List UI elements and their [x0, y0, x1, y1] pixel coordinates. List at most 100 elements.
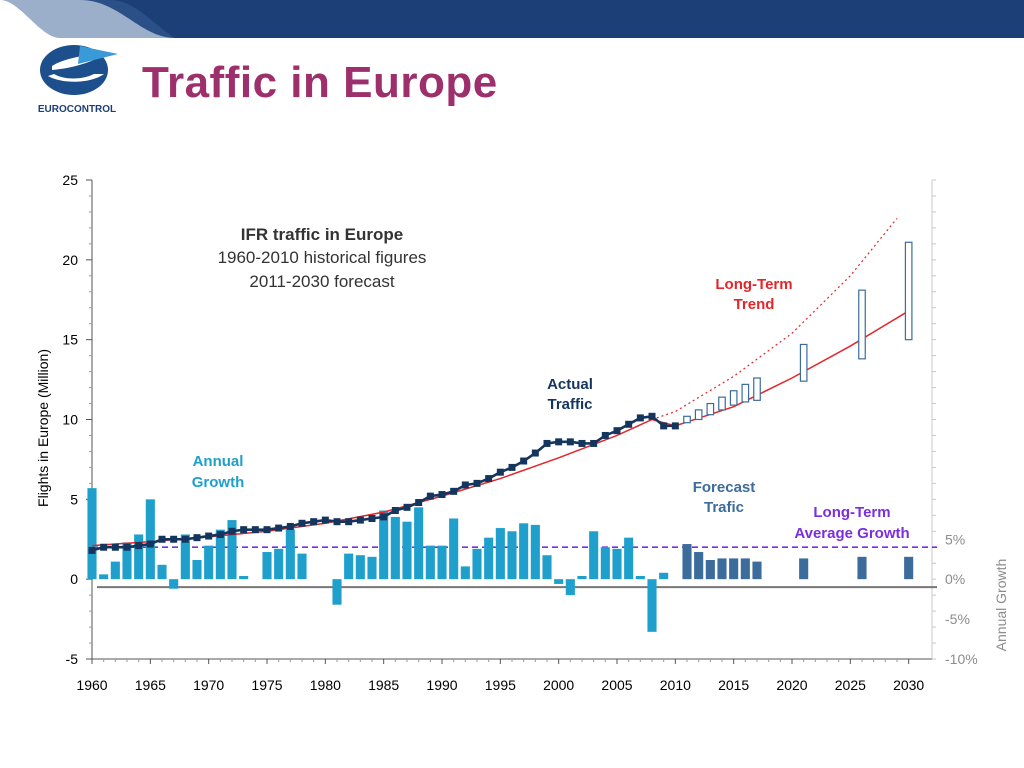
actual-traffic-marker — [590, 439, 598, 447]
x-tick-label: 2020 — [776, 677, 807, 693]
x-tick-label: 2025 — [835, 677, 866, 693]
x-tick-label: 2015 — [718, 677, 749, 693]
historical-growth-bar — [157, 564, 167, 580]
label-actual-2: Traffic — [547, 396, 592, 413]
x-tick-label: 1990 — [426, 677, 457, 693]
historical-growth-bar — [367, 556, 377, 580]
growth-bars — [87, 488, 914, 632]
historical-growth-bar — [402, 521, 412, 580]
historical-growth-bar — [565, 579, 575, 596]
historical-growth-bar — [215, 529, 225, 580]
actual-traffic-marker — [345, 518, 353, 526]
header-band — [0, 0, 1024, 38]
chart-box-title: IFR traffic in Europe — [241, 225, 403, 244]
x-tick-label: 1995 — [485, 677, 516, 693]
historical-growth-bar — [379, 510, 389, 580]
label-actual-1: Actual — [547, 376, 593, 393]
actual-traffic-marker — [310, 518, 318, 526]
actual-traffic-marker — [555, 438, 563, 446]
actual-traffic-marker — [193, 534, 201, 542]
actual-traffic-marker — [216, 530, 224, 538]
logo-icon — [40, 45, 118, 95]
historical-growth-bar — [274, 548, 284, 580]
trend-line — [91, 310, 910, 547]
historical-growth-bar — [297, 553, 307, 580]
historical-growth-bar — [239, 575, 249, 580]
actual-traffic-marker — [100, 543, 108, 551]
label-forecast-2: Trafic — [704, 499, 744, 516]
forecast-range-box — [799, 343, 808, 382]
historical-growth-bar — [659, 572, 669, 580]
y-tick-label: -5 — [66, 651, 79, 667]
chart-labels: Flights in Europe (Million) Annual Growt… — [35, 225, 1009, 651]
forecast-range-box — [718, 396, 726, 411]
historical-growth-bar — [180, 534, 190, 580]
logo-text: EUROCONTROL — [37, 104, 117, 115]
actual-traffic-marker — [520, 457, 528, 465]
historical-growth-bar — [145, 499, 155, 580]
label-forecast-1: Forecast — [693, 479, 756, 496]
actual-traffic-marker — [461, 481, 469, 489]
actual-traffic-marker — [298, 519, 306, 527]
historical-growth-bar — [624, 537, 634, 580]
actual-traffic-marker — [158, 535, 166, 543]
forecast-growth-bar — [752, 561, 762, 580]
y-axis-label: Flights in Europe (Million) — [35, 349, 51, 507]
actual-traffic-marker — [380, 513, 388, 521]
forecast-range-box — [729, 390, 738, 406]
historical-growth-bar — [507, 531, 517, 580]
forecast-growth-bar — [694, 552, 704, 580]
actual-traffic-marker — [275, 524, 283, 532]
y-tick-label: 10 — [62, 412, 78, 428]
actual-traffic-marker — [321, 516, 329, 524]
y-tick-label: 0 — [70, 571, 78, 587]
actual-traffic-marker — [205, 532, 213, 540]
forecast-growth-bar — [857, 556, 867, 580]
y2-axis-label: Annual Growth — [993, 559, 1009, 652]
x-tick-label: 1970 — [193, 677, 224, 693]
actual-traffic-marker — [356, 516, 364, 524]
historical-growth-bar — [134, 534, 144, 580]
eurocontrol-logo: EUROCONTROL — [34, 40, 120, 120]
x-tick-label: 1965 — [135, 677, 166, 693]
historical-growth-bar — [542, 555, 552, 580]
historical-growth-bar — [495, 528, 505, 580]
actual-traffic-marker — [403, 503, 411, 511]
y2-tick-label: -10% — [945, 651, 978, 667]
historical-growth-bar — [390, 516, 400, 580]
x-tick-label: 2000 — [543, 677, 574, 693]
chart-box-line2: 2011-2030 forecast — [249, 272, 395, 291]
forecast-range-box — [904, 241, 913, 341]
historical-growth-bar — [192, 560, 202, 580]
historical-growth-bar — [472, 548, 482, 580]
actual-traffic-marker — [286, 522, 294, 530]
label-annual-growth-1: Annual — [193, 453, 244, 470]
actual-traffic-marker — [228, 527, 236, 535]
y2-tick-label: -5% — [945, 611, 970, 627]
actual-traffic-marker — [636, 414, 644, 422]
historical-growth-bar — [262, 552, 272, 580]
y2-tick-label: 5% — [945, 531, 965, 547]
x-tick-label: 1960 — [76, 677, 107, 693]
historical-growth-bar — [577, 575, 587, 580]
historical-growth-bar — [204, 545, 214, 580]
x-tick-label: 2030 — [893, 677, 924, 693]
actual-traffic-marker — [391, 507, 399, 515]
actual-traffic-marker — [263, 526, 271, 534]
forecast-range-box — [753, 377, 761, 401]
x-tick-label: 2010 — [660, 677, 691, 693]
historical-growth-bar — [519, 523, 529, 580]
actual-traffic-marker — [566, 438, 574, 446]
actual-traffic-marker — [240, 526, 248, 534]
actual-traffic-marker — [146, 540, 154, 548]
historical-growth-bar — [110, 561, 120, 580]
historical-growth-bar — [344, 553, 354, 580]
actual-traffic-marker — [485, 475, 493, 483]
historical-growth-bar — [530, 524, 540, 580]
actual-traffic-marker — [601, 431, 609, 439]
forecast-range-box — [741, 383, 750, 403]
actual-traffic-marker — [88, 546, 96, 554]
forecast-growth-bar — [682, 544, 692, 580]
historical-growth-bar — [449, 518, 459, 580]
